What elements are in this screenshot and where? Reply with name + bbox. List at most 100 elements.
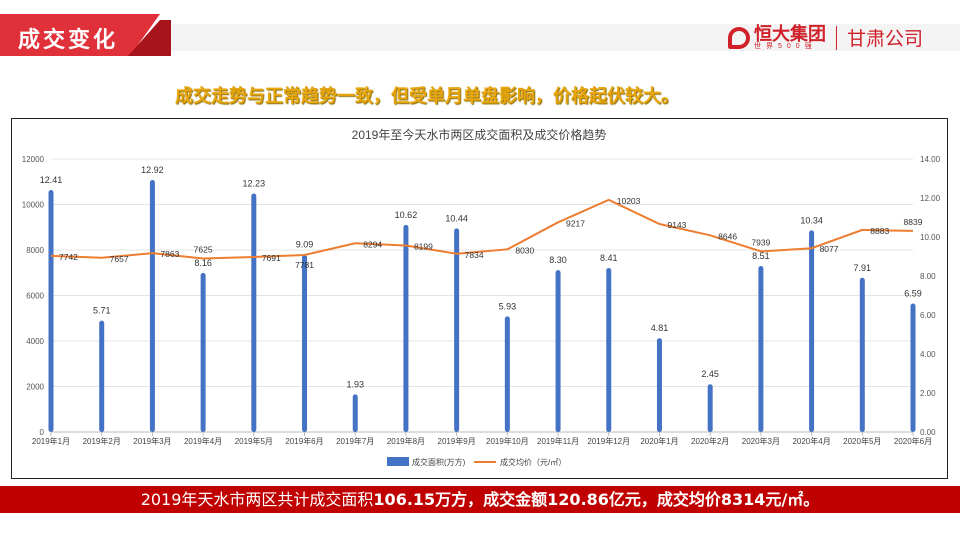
right-tick-label: 10.00 (920, 233, 941, 242)
logo-sub: 世界500强 (754, 42, 817, 50)
right-tick-label: 0.00 (920, 428, 936, 437)
x-tick-label: 2019年4月 (184, 436, 222, 446)
summary-figures: 106.15万方，成交金额120.86亿元，成交均价8314元/㎡。 (373, 490, 820, 509)
line-data-label: 8839 (904, 217, 923, 227)
bar (99, 320, 105, 432)
line-data-label: 9217 (566, 218, 585, 228)
bar (758, 266, 764, 432)
logo-name: 恒大集团 (754, 23, 826, 44)
bar (454, 228, 460, 432)
line-data-label: 7657 (110, 254, 129, 264)
right-tick-label: 4.00 (920, 350, 936, 359)
logo-divider (836, 25, 837, 50)
chart-title: 2019年至今天水市两区成交面积及成交价格趋势 (352, 127, 607, 142)
x-tick-label: 2019年9月 (438, 436, 476, 446)
evergrande-logo-icon (728, 26, 750, 49)
headline: 成交走势与正常趋势一致，但受单月单盘影响，价格起伏较大。 (175, 86, 679, 107)
bar (48, 190, 54, 432)
line-data-label: 8077 (820, 244, 839, 254)
bar-data-label: 4.81 (651, 323, 669, 333)
right-tick-label: 14.00 (920, 155, 941, 164)
bar-data-label: 5.93 (499, 301, 517, 311)
bar (910, 303, 916, 432)
x-tick-label: 2019年6月 (285, 436, 323, 446)
x-tick-label: 2019年12月 (587, 436, 630, 446)
x-tick-label: 2020年1月 (640, 436, 678, 446)
right-tick-label: 12.00 (920, 194, 941, 203)
summary-text: 2019年天水市两区共计成交面积 (140, 490, 374, 509)
combo-chart: 2019年至今天水市两区成交面积及成交价格趋势 0 2000 4000 6000 8000… (22, 127, 941, 467)
x-tick-label: 2020年4月 (792, 436, 830, 446)
line-data-label: 7939 (751, 237, 770, 247)
bar (555, 270, 561, 432)
bar-data-label: 6.59 (904, 288, 922, 298)
bar-data-label: 2.45 (701, 369, 719, 379)
bar (656, 338, 662, 432)
section-title: 成交变化 (18, 28, 119, 52)
x-tick-label: 2020年6月 (894, 436, 932, 446)
legend-bar-swatch (387, 457, 409, 466)
bar (200, 272, 206, 432)
bar-data-label: 10.62 (395, 210, 418, 220)
line-data-label: 9143 (667, 220, 686, 230)
bar-data-label: 8.51 (752, 251, 770, 261)
x-tick-label: 2019年11月 (537, 436, 579, 446)
section-tab (0, 14, 160, 56)
bar-data-label: 9.09 (296, 240, 314, 250)
x-tick-label: 2019年1月 (32, 436, 70, 446)
line-data-label: 7781 (295, 260, 314, 270)
x-tick-label: 2020年5月 (843, 436, 881, 446)
left-tick-label: 12000 (22, 155, 45, 164)
line-data-label: 7742 (59, 252, 78, 262)
x-tick-label: 2019年10月 (486, 436, 529, 446)
bar-data-label: 5.71 (93, 306, 111, 316)
line-data-label: 7625 (194, 245, 213, 255)
line-data-label: 8883 (870, 226, 889, 236)
line-data-label: 8030 (515, 245, 534, 255)
legend-line-label: 成交均价（元/㎡） (500, 457, 566, 467)
right-tick-label: 2.00 (920, 389, 936, 398)
bar (504, 316, 510, 432)
right-tick-label: 6.00 (920, 311, 936, 320)
company-logo: 恒大集团 世界500强 甘肃公司 (728, 24, 923, 51)
left-tick-label: 2000 (26, 383, 44, 392)
left-tick-label: 4000 (26, 337, 44, 346)
line-data-label: 7863 (160, 249, 179, 259)
bar-data-label: 12.41 (40, 175, 63, 185)
bar-data-label: 10.44 (445, 213, 468, 223)
bar-data-label: 1.93 (346, 379, 364, 389)
bar (352, 394, 358, 432)
x-tick-label: 2020年3月 (742, 436, 780, 446)
bar-data-label: 8.16 (194, 258, 212, 268)
x-tick-label: 2019年8月 (387, 436, 425, 446)
line-data-label: 7691 (262, 253, 281, 263)
x-tick-label: 2019年7月 (336, 436, 374, 446)
line-data-label: 10203 (617, 196, 641, 206)
bar-data-label: 8.41 (600, 253, 618, 263)
left-tick-label: 10000 (22, 201, 45, 210)
left-tick-label: 8000 (26, 246, 44, 255)
bar-data-label: 10.34 (800, 215, 823, 225)
left-tick-label: 6000 (26, 292, 44, 301)
bar (859, 277, 865, 432)
bar-data-label: 12.92 (141, 165, 164, 175)
bar (606, 268, 612, 432)
bar-data-label: 8.30 (549, 255, 567, 265)
right-tick-label: 8.00 (920, 272, 936, 281)
line-data-label: 8199 (414, 241, 433, 251)
bar-data-label: 7.91 (854, 263, 872, 273)
price-line (50, 198, 914, 260)
summary-banner: 2019年天水市两区共计成交面积106.15万方，成交金额120.86亿元，成交… (0, 486, 960, 513)
legend-bar-label: 成交面积(万方) (412, 457, 466, 467)
line-data-label: 8294 (363, 239, 382, 249)
bar (149, 180, 155, 432)
bar-data-label: 12.23 (243, 179, 266, 189)
bar (302, 254, 308, 432)
bar (251, 193, 257, 432)
x-tick-label: 2020年2月 (691, 436, 729, 446)
bar (403, 224, 409, 432)
company-name: 甘肃公司 (847, 29, 924, 50)
bar (809, 230, 815, 432)
left-tick-label: 0 (40, 428, 45, 437)
header-band (160, 24, 960, 51)
